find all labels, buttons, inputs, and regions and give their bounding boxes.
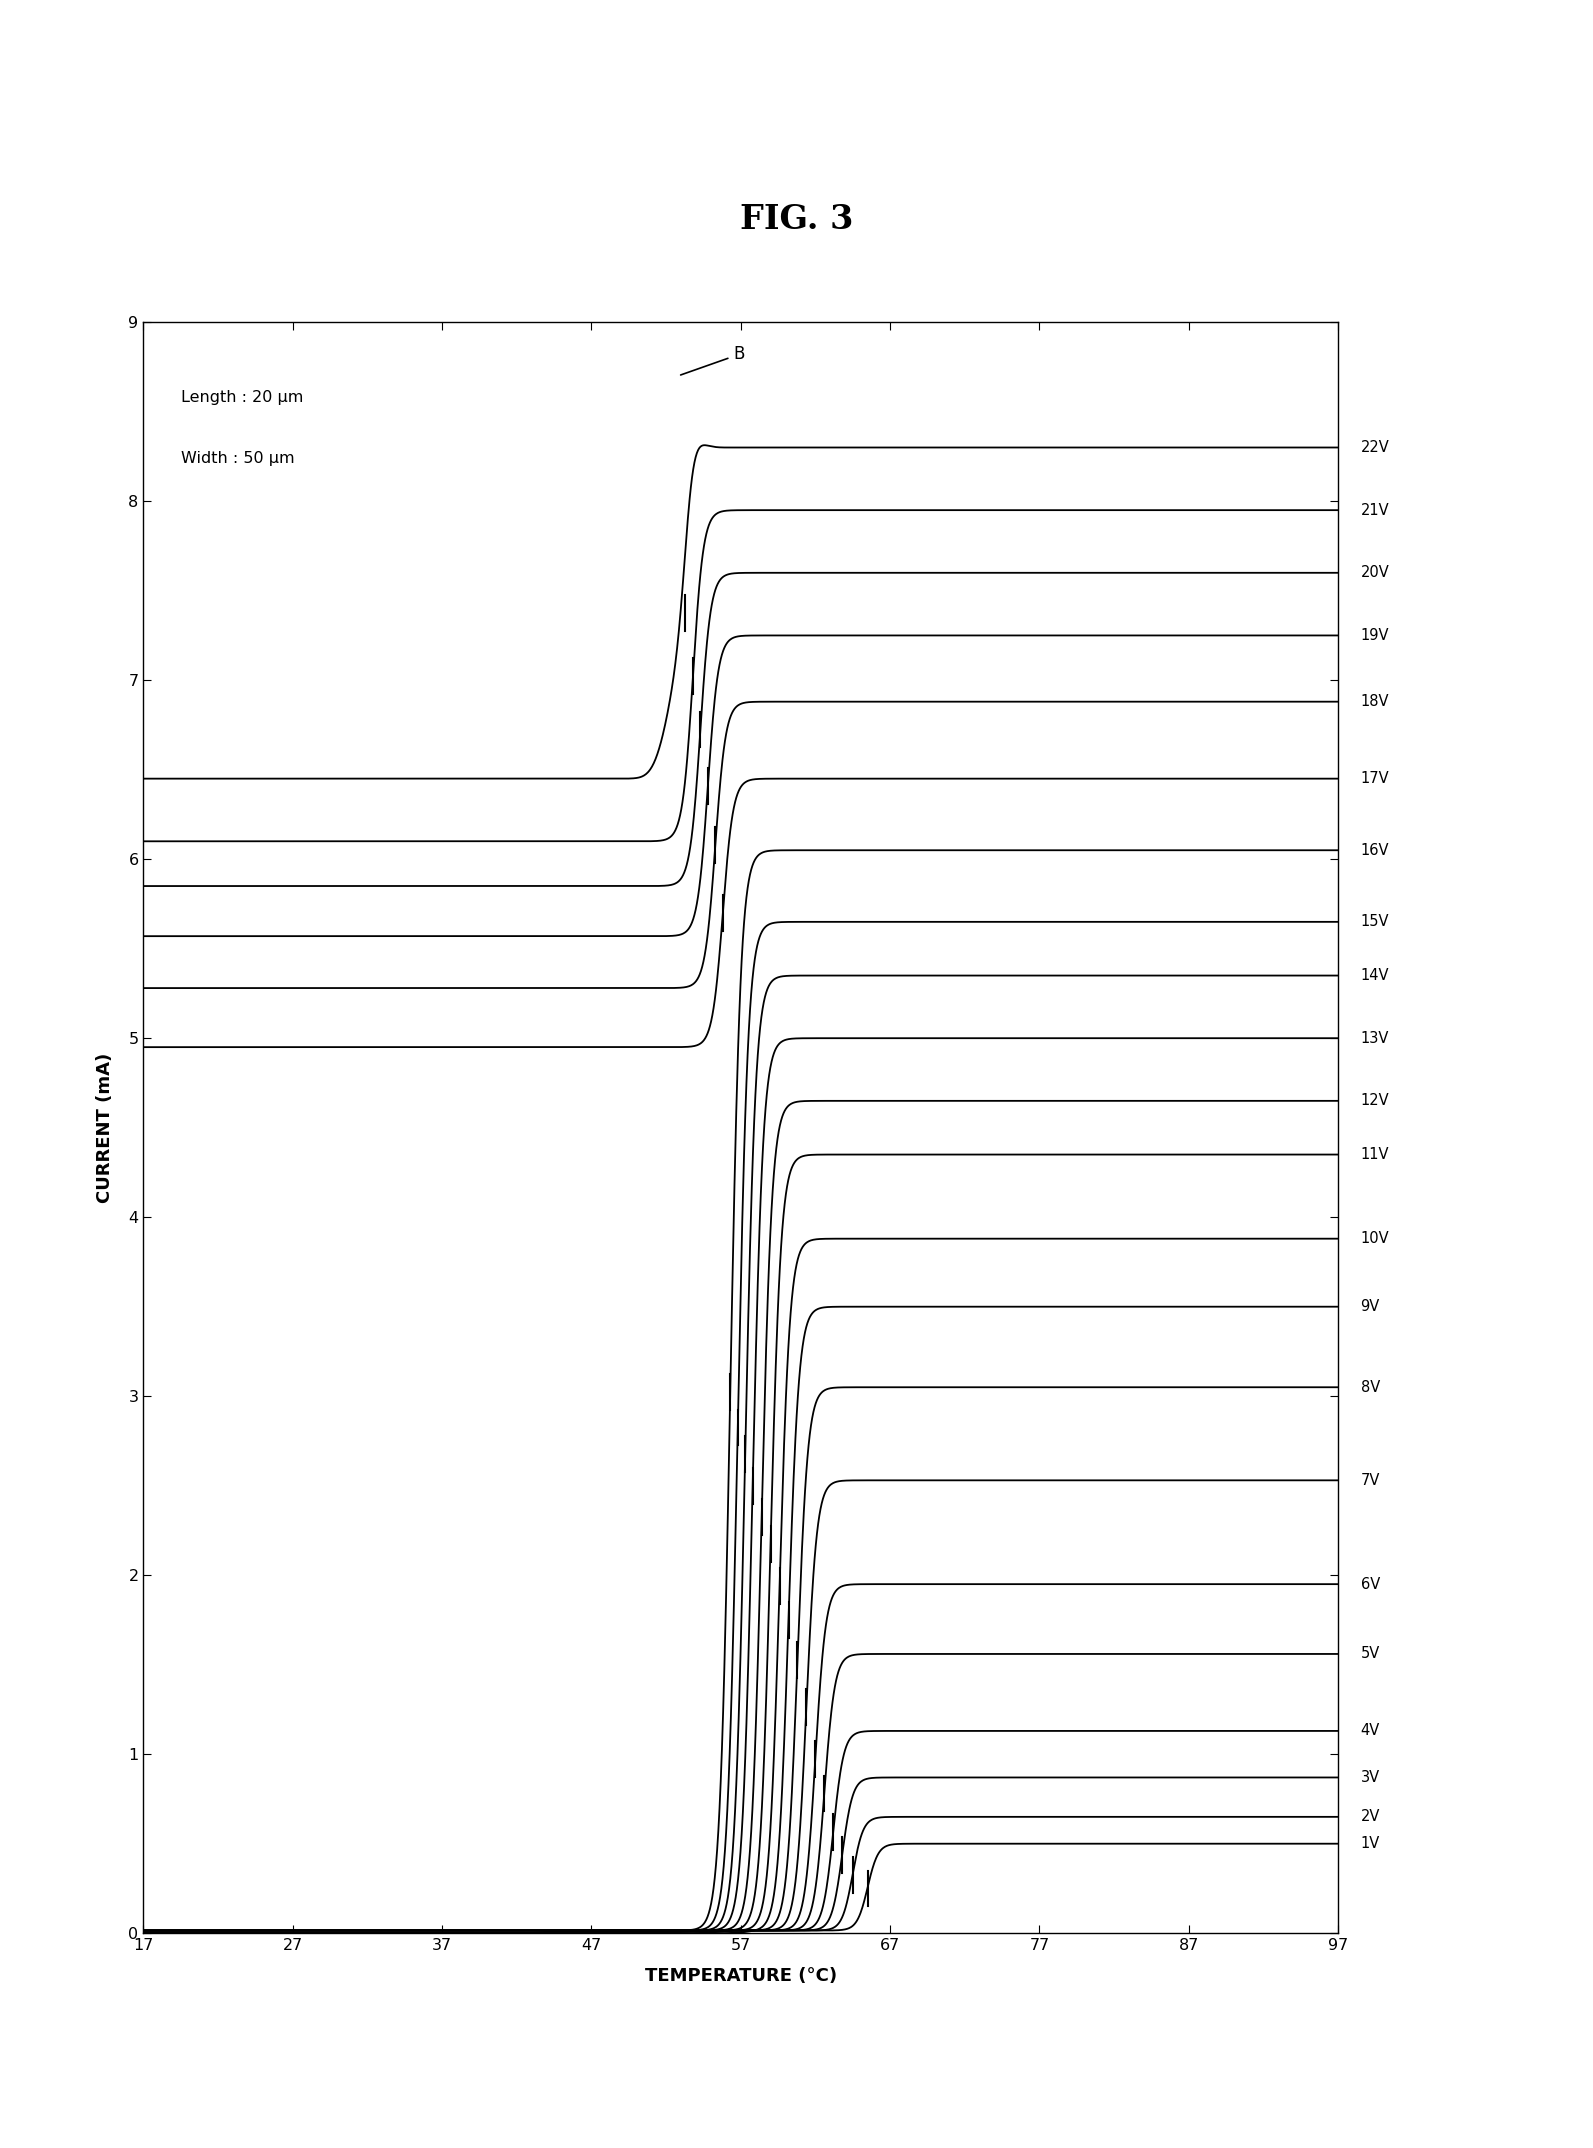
Text: Length : 20 μm: Length : 20 μm (180, 391, 303, 406)
Text: 13V: 13V (1360, 1031, 1389, 1046)
Text: 4V: 4V (1360, 1723, 1380, 1738)
Text: 20V: 20V (1360, 565, 1389, 580)
Y-axis label: CURRENT (mA): CURRENT (mA) (96, 1053, 115, 1203)
Text: 14V: 14V (1360, 969, 1389, 984)
Text: 18V: 18V (1360, 694, 1389, 709)
Text: Width : 50 μm: Width : 50 μm (180, 451, 295, 466)
Text: FIG. 3: FIG. 3 (739, 204, 854, 236)
X-axis label: TEMPERATURE (°C): TEMPERATURE (°C) (645, 1968, 836, 1985)
Text: 10V: 10V (1360, 1231, 1389, 1246)
Text: 2V: 2V (1360, 1809, 1380, 1824)
Text: 6V: 6V (1360, 1577, 1380, 1592)
Text: 5V: 5V (1360, 1648, 1380, 1660)
Text: 17V: 17V (1360, 771, 1389, 786)
Text: 19V: 19V (1360, 627, 1389, 642)
Text: B: B (680, 346, 744, 376)
Text: 1V: 1V (1360, 1837, 1380, 1852)
Text: 22V: 22V (1360, 440, 1389, 455)
Text: 16V: 16V (1360, 842, 1389, 857)
Text: 21V: 21V (1360, 503, 1389, 518)
Text: 12V: 12V (1360, 1093, 1389, 1108)
Text: 8V: 8V (1360, 1379, 1380, 1394)
Text: 7V: 7V (1360, 1474, 1380, 1489)
Text: 15V: 15V (1360, 915, 1389, 930)
Text: 3V: 3V (1360, 1770, 1380, 1785)
Text: 9V: 9V (1360, 1300, 1380, 1315)
Text: 11V: 11V (1360, 1147, 1389, 1162)
